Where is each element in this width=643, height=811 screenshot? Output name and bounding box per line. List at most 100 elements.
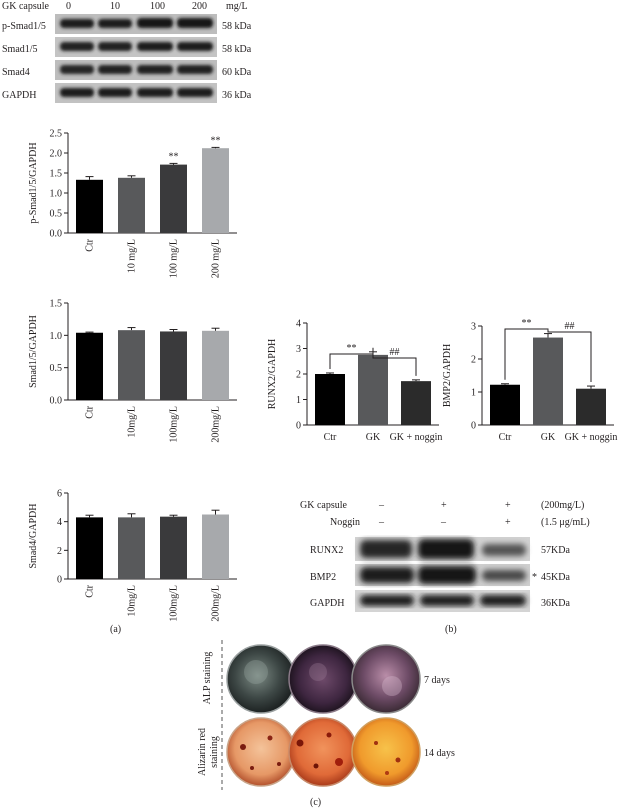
y-tick-label: 0	[296, 421, 301, 432]
sign-noggin-ctr: –	[378, 517, 385, 528]
significance-label: ##	[565, 321, 575, 332]
sign-gk-noggin: +	[505, 500, 511, 511]
blot-bands	[60, 65, 213, 74]
alp-row-label: ALP staining	[202, 652, 213, 705]
y-tick-label: 4	[296, 319, 301, 330]
band-size: 57KDa	[541, 545, 570, 556]
y-tick-label: 3	[471, 322, 476, 333]
y-tick-label: 6	[57, 489, 62, 500]
bar	[76, 179, 103, 233]
panel-label-a: (a)	[110, 624, 121, 635]
chart-runx2-gapdh: 0 1 2 3 4 RUNX2/GAPDH Ctr GK GK + noggin ** ##	[267, 319, 442, 444]
y-tick-label: 0	[471, 421, 476, 432]
x-tick-label: 200 mg/L	[211, 239, 222, 278]
sign-noggin-noggin: +	[505, 517, 511, 528]
blot-strip	[55, 37, 217, 57]
x-tick-label: Ctr	[499, 432, 512, 443]
alizarin-well-noggin	[351, 717, 421, 787]
chart-smad15-gapdh: 0.0 0.5 1.0 1.5 Smad1/5/GAPDH Ctr 10mg/L 100mg/…	[28, 299, 237, 443]
x-tick-label: Ctr	[85, 584, 96, 597]
chart-psmad15-gapdh: 0.0 0.5 1.0 1.5 2.0 2.5 p-Smad1/5/GAPDH Ctr 10 m…	[28, 129, 237, 278]
x-tick-label: GK + noggin	[390, 432, 443, 443]
y-tick-label: 0.0	[50, 229, 63, 240]
significance-bracket	[372, 347, 417, 376]
band-name: RUNX2	[310, 545, 343, 556]
bar	[358, 354, 388, 425]
chart-smad4-gapdh: 0 2 4 6 Smad4/GAPDH Ctr 10mg/L 100mg/L 200mg/L	[28, 489, 237, 622]
alp-time-label: 7 days	[424, 675, 450, 686]
treatment-label-gk: GK capsule	[300, 500, 347, 511]
y-tick-label: 1.0	[50, 331, 63, 342]
bar	[160, 516, 187, 579]
x-tick-label: GK	[541, 432, 556, 443]
blot-bands	[60, 18, 213, 28]
blot-row-psmad: p-Smad1/5 58 kDa	[2, 14, 252, 34]
western-blot-b: GK capsule – + + (200mg/L) Noggin – – + …	[300, 500, 590, 612]
y-tick-label: 1.0	[50, 189, 63, 200]
dose-label-0: 0	[66, 1, 71, 12]
dose-unit: mg/L	[226, 1, 248, 12]
blot-bands	[360, 595, 526, 606]
significance-label: **	[347, 343, 357, 354]
blot-row-smad4: Smad4 60 kDa	[2, 60, 252, 80]
bar	[202, 514, 229, 579]
alp-well-ctr	[226, 644, 296, 714]
y-tick-label: 1	[296, 395, 301, 406]
panel-label-c: (c)	[310, 797, 321, 808]
blot-row-bmp2: BMP2 * 45KDa	[310, 564, 570, 586]
alp-label: ALP staining	[202, 652, 213, 705]
bar	[533, 337, 563, 425]
band-size: 36 kDa	[222, 90, 252, 101]
band-marker: *	[532, 572, 537, 583]
y-tick-label: 1.5	[50, 169, 63, 180]
y-tick-label: 0	[57, 575, 62, 586]
band-name: GAPDH	[310, 598, 344, 609]
x-tick-label: GK	[366, 432, 381, 443]
staining-panel: ALP staining Alizarin red staining 7 day…	[197, 640, 455, 790]
dose-label-100: 100	[150, 1, 165, 12]
alizarin-well-ctr	[226, 717, 296, 787]
y-tick-label: 1	[471, 388, 476, 399]
band-size: 58 kDa	[222, 21, 252, 32]
x-tick-label: Ctr	[85, 238, 96, 251]
bar	[490, 384, 520, 425]
y-tick-label: 2	[296, 370, 301, 381]
band-name: Smad1/5	[2, 44, 38, 55]
treatment-note-noggin: (1.5 μg/mL)	[541, 517, 590, 528]
y-axis-label: BMP2/GAPDH	[442, 344, 453, 407]
y-tick-label: 2	[471, 355, 476, 366]
significance-label: **	[211, 135, 221, 146]
band-size: 45KDa	[541, 572, 570, 583]
sign-noggin-gk: –	[440, 517, 447, 528]
y-axis-label: Smad1/5/GAPDH	[28, 315, 39, 388]
bar	[202, 330, 229, 400]
blot-row-smad15: Smad1/5 58 kDa	[2, 37, 252, 57]
x-tick-label: GK + noggin	[565, 432, 618, 443]
bar	[315, 374, 345, 425]
dose-label-200: 200	[192, 1, 207, 12]
blot-bands	[60, 88, 213, 97]
alp-well-noggin	[351, 644, 421, 714]
bar	[576, 388, 606, 425]
gk-capsule-header: GK capsule	[2, 1, 49, 12]
blot-bands	[360, 566, 526, 584]
bar	[76, 517, 103, 579]
x-tick-label: 200mg/L	[211, 406, 222, 443]
alizarin-label-line2: staining	[209, 736, 220, 768]
y-axis-label: Smad4/GAPDH	[28, 503, 39, 568]
y-tick-label: 2.5	[50, 129, 63, 140]
blot-row-runx2: RUNX2 57KDa	[310, 537, 570, 561]
bar	[118, 517, 145, 579]
bar	[202, 148, 229, 233]
blot-bands	[360, 539, 526, 559]
x-tick-label: 10mg/L	[127, 406, 138, 438]
y-tick-label: 3	[296, 344, 301, 355]
x-tick-label: 200mg/L	[211, 585, 222, 622]
sign-gk-ctr: –	[378, 500, 385, 511]
x-tick-label: Ctr	[324, 432, 337, 443]
panel-label-b: (b)	[445, 624, 457, 635]
x-tick-label: 100mg/L	[169, 406, 180, 443]
significance-label: **	[169, 151, 179, 162]
alizarin-time-label: 14 days	[424, 748, 455, 759]
